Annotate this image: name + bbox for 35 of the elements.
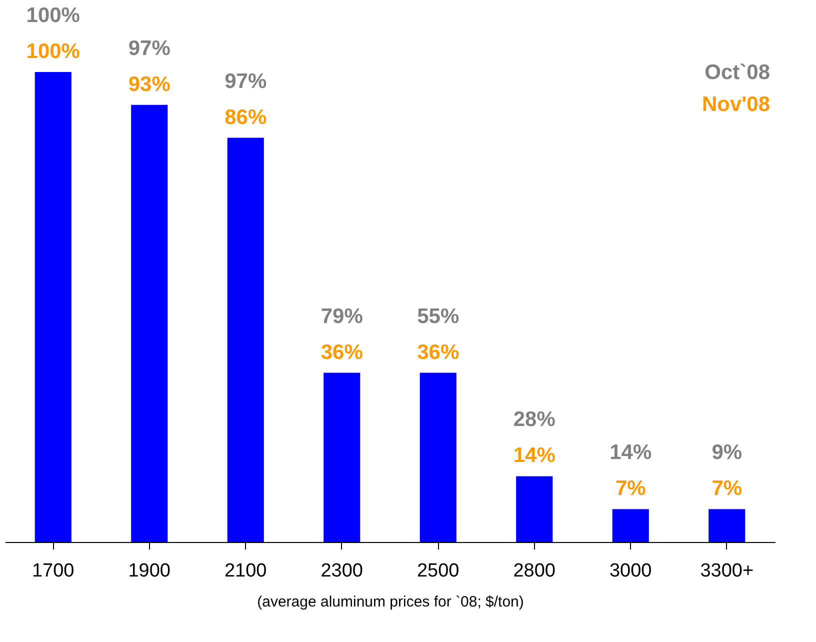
- bar: [34, 72, 72, 542]
- x-tick-label: 2100: [224, 560, 267, 582]
- x-tick-label: 3000: [609, 560, 652, 582]
- bar: [227, 138, 264, 542]
- annotation: 14%: [610, 441, 652, 464]
- bar: [516, 476, 553, 542]
- data-label: 14%: [513, 444, 556, 468]
- data-label: 7%: [615, 477, 646, 500]
- annotation: 55%: [417, 304, 460, 328]
- data-label: 36%: [320, 340, 364, 364]
- text: 97%: [128, 36, 171, 60]
- annotation: 28%: [513, 408, 556, 432]
- data-label: 36%: [417, 340, 460, 364]
- annotation: 9%: [712, 441, 742, 464]
- bar: [420, 372, 456, 542]
- data-label: 7%: [712, 477, 742, 500]
- x-tick-label: 1700: [32, 560, 74, 582]
- data-label: 86%: [224, 106, 267, 129]
- text: 100%: [26, 4, 80, 27]
- annotation: 79%: [320, 304, 364, 328]
- x-tick-label: 2500: [416, 560, 460, 582]
- data-label: 100%: [26, 40, 80, 63]
- x-tick-label: 3300+: [700, 560, 754, 582]
- x-tick-label: 2300: [320, 560, 364, 582]
- annotation: 97%: [224, 70, 267, 93]
- x-tick-label: 1900: [128, 560, 171, 582]
- x-tick-label: 2800: [513, 560, 556, 582]
- bar: [612, 509, 649, 542]
- bar: [708, 509, 746, 542]
- bar: [131, 104, 168, 542]
- x-axis-title: (average aluminum prices for `08; $/ton): [257, 594, 524, 610]
- data-label: 93%: [128, 72, 171, 96]
- bar: [324, 372, 360, 542]
- annotation: Oct`08: [704, 61, 770, 84]
- text: Nov'08: [702, 93, 770, 116]
